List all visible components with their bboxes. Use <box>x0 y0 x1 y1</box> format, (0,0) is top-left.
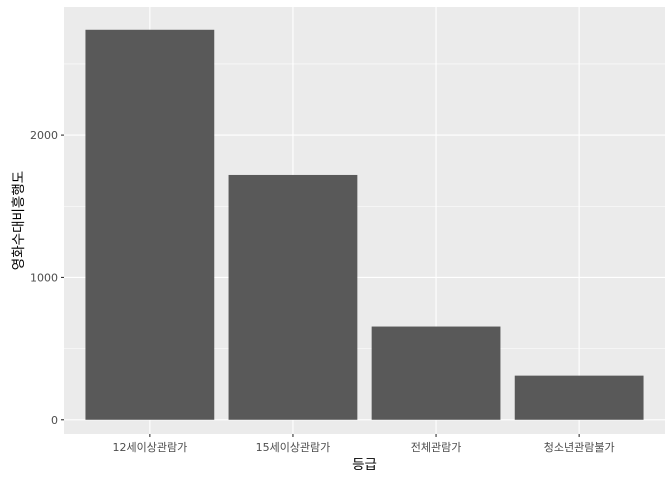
y-axis: 0 1000 2000 <box>30 129 64 427</box>
x-tick-label: 전체관람가 <box>411 441 462 454</box>
y-tick-label: 0 <box>51 414 58 427</box>
bars-group <box>85 29 644 420</box>
bar <box>514 375 644 420</box>
x-axis-title: 등급 <box>352 457 377 473</box>
y-tick-label: 2000 <box>30 129 58 142</box>
x-tick-label: 12세이상관람가 <box>112 441 187 454</box>
y-axis-title: 영화수대비흥행도 <box>11 171 27 270</box>
y-tick-label: 1000 <box>30 271 58 284</box>
bar <box>371 326 501 420</box>
x-tick-label: 15세이상관람가 <box>256 441 331 454</box>
x-axis: 12세이상관람가 15세이상관람가 전체관람가 청소년관람불가 <box>112 434 615 454</box>
bar <box>85 29 215 420</box>
x-tick-label: 청소년관람불가 <box>544 441 615 454</box>
bar <box>228 174 358 420</box>
